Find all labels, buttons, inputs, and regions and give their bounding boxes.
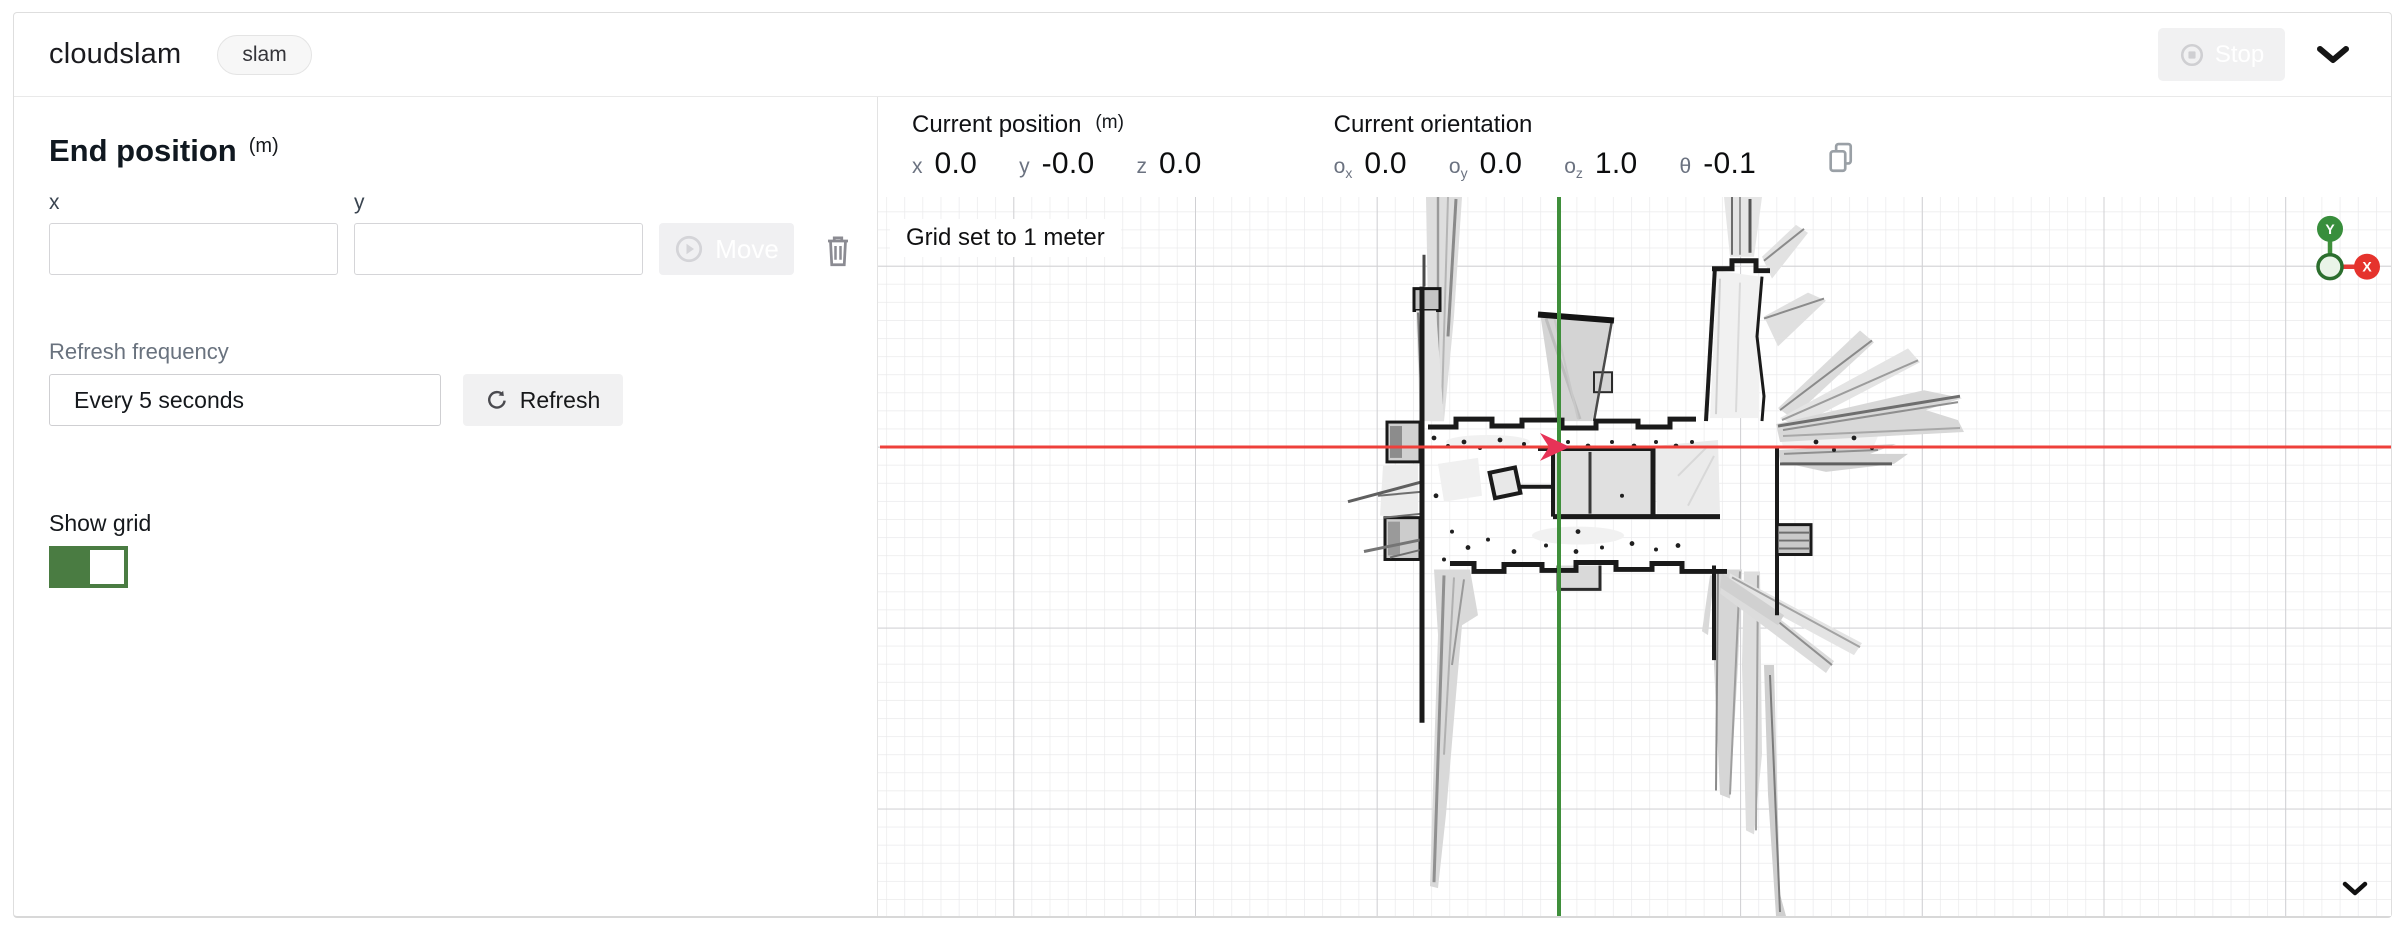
orientation-theta-readout: θ -0.1 [1679, 147, 1757, 180]
current-position-unit: (m) [1095, 112, 1124, 133]
position-x-readout: x 0.0 [912, 147, 978, 180]
y-axis-ball [2317, 215, 2343, 242]
current-orientation-title: Current orientation [1333, 111, 1533, 138]
copy-icon [1826, 141, 1866, 175]
map-panel: Current position (m) x 0.0 y -0.0 z 0.0 [878, 97, 2391, 916]
refresh-icon [486, 389, 508, 411]
control-panel: End position (m) x y Move [14, 97, 878, 916]
y-axis-letter: Y [2325, 221, 2335, 237]
move-button[interactable]: Move [659, 223, 794, 275]
grid-major-lines [878, 197, 2391, 916]
header: cloudslam slam Stop [14, 13, 2391, 97]
stop-icon [2179, 42, 2205, 68]
delete-end-position-button[interactable] [818, 231, 858, 271]
axis-origin-ball [2316, 253, 2344, 281]
slam-map: Y X [878, 197, 2391, 916]
toggle-knob [90, 550, 124, 584]
pose-readouts: Current position (m) x 0.0 y -0.0 z 0.0 [878, 97, 2391, 197]
x-axis-letter: X [2362, 259, 2372, 275]
y-field-label: y [354, 191, 365, 214]
current-orientation-block: Current orientation ox 0.0 oy 0.0 oz 1.0 [1334, 97, 1798, 197]
end-position-heading: End position (m) [49, 133, 279, 168]
cloudslam-card: cloudslam slam Stop End position (m) x [13, 12, 2392, 918]
trash-icon [823, 233, 853, 269]
current-position-block: Current position (m) x 0.0 y -0.0 z 0.0 [912, 97, 1244, 197]
show-grid-label: Show grid [49, 510, 152, 536]
stop-button[interactable]: Stop [2158, 28, 2285, 81]
refresh-frequency-select[interactable]: Every 5 seconds [49, 374, 441, 426]
x-input[interactable] [49, 223, 338, 275]
x-axis-ball [2354, 253, 2380, 280]
map-canvas[interactable]: Y X Grid set to 1 meter [878, 197, 2391, 916]
refresh-frequency-label: Refresh frequency [49, 339, 229, 364]
orientation-oz-readout: oz 1.0 [1564, 147, 1638, 182]
refresh-button[interactable]: Refresh [463, 374, 623, 426]
app-title: cloudslam [49, 38, 182, 70]
current-position-title: Current position [912, 111, 1082, 138]
robot-pose-arrow [1540, 433, 1570, 461]
copy-pose-button[interactable] [1826, 137, 1866, 179]
grid-scale-label: Grid set to 1 meter [890, 219, 1121, 257]
slam-badge: slam [217, 34, 312, 75]
map-collapse-chevron-icon[interactable] [2337, 874, 2373, 904]
axis-gizmo: Y X [2316, 215, 2380, 281]
orientation-oy-readout: oy 0.0 [1448, 147, 1523, 182]
collapse-chevron-icon[interactable] [2313, 35, 2353, 75]
y-input[interactable] [354, 223, 643, 275]
position-z-readout: z 0.0 [1136, 147, 1202, 180]
show-grid-toggle[interactable] [49, 546, 128, 588]
end-position-unit: (m) [248, 135, 279, 157]
orientation-ox-readout: ox 0.0 [1333, 147, 1407, 182]
x-field-label: x [49, 191, 60, 214]
position-y-readout: y -0.0 [1019, 147, 1095, 180]
play-circle-icon [674, 234, 704, 264]
